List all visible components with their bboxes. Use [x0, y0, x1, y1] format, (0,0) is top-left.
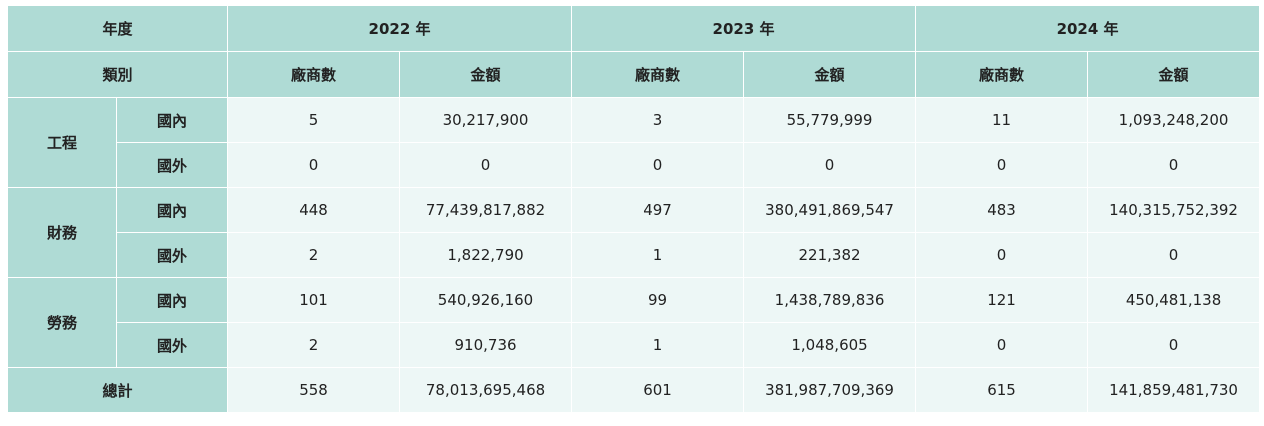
vendor-count-cell: 0 — [915, 322, 1089, 368]
vendor-count-cell: 101 — [227, 277, 401, 323]
vendor-count-cell: 448 — [227, 187, 401, 233]
year-2023-header: 2023 年 — [571, 5, 917, 52]
amount-cell: 0 — [1087, 322, 1261, 368]
total-amount-cell: 381,987,709,369 — [743, 367, 917, 413]
vendor-count-cell: 121 — [915, 277, 1089, 323]
region-label: 國外 — [115, 322, 229, 368]
vendor-count-header: 廠商數 — [571, 51, 745, 98]
region-label: 國外 — [115, 232, 229, 278]
vendor-count-cell: 1 — [571, 232, 745, 278]
amount-cell: 0 — [743, 142, 917, 188]
group-label: 財務 — [7, 187, 117, 278]
amount-cell: 1,093,248,200 — [1087, 97, 1261, 143]
amount-cell: 30,217,900 — [399, 97, 573, 143]
amount-cell: 0 — [1087, 142, 1261, 188]
amount-cell: 221,382 — [743, 232, 917, 278]
category-header-row: 類別 廠商數 金額 廠商數 金額 廠商數 金額 — [6, 51, 1261, 98]
amount-header: 金額 — [1087, 51, 1261, 98]
amount-cell: 140,315,752,392 — [1087, 187, 1261, 233]
vendor-count-header: 廠商數 — [227, 51, 401, 98]
year-label-header: 年度 — [6, 5, 229, 52]
amount-cell: 380,491,869,547 — [743, 187, 917, 233]
total-label: 總計 — [6, 367, 229, 413]
procurement-stats-table: 年度 2022 年 2023 年 2024 年 類別 廠商數 金額 廠商數 金額… — [6, 5, 1261, 413]
vendor-count-cell: 1 — [571, 322, 745, 368]
vendor-count-cell: 497 — [571, 187, 745, 233]
vendor-count-cell: 483 — [915, 187, 1089, 233]
vendor-count-cell: 0 — [915, 142, 1089, 188]
year-2024-header: 2024 年 — [915, 5, 1261, 52]
total-vendor-count-cell: 601 — [571, 367, 745, 413]
amount-cell: 77,439,817,882 — [399, 187, 573, 233]
total-vendor-count-cell: 558 — [227, 367, 401, 413]
vendor-count-cell: 0 — [571, 142, 745, 188]
table-row: 財務 國內 448 77,439,817,882 497 380,491,869… — [7, 187, 1261, 278]
total-vendor-count-cell: 615 — [915, 367, 1089, 413]
amount-header: 金額 — [743, 51, 917, 98]
amount-cell: 0 — [1087, 232, 1261, 278]
total-row: 總計 558 78,013,695,468 601 381,987,709,36… — [6, 367, 1261, 413]
procurement-table-container: 年度 2022 年 2023 年 2024 年 類別 廠商數 金額 廠商數 金額… — [6, 5, 1261, 415]
amount-cell: 0 — [399, 142, 573, 188]
vendor-count-cell: 2 — [227, 232, 401, 278]
vendor-count-cell: 99 — [571, 277, 745, 323]
amount-cell: 1,048,605 — [743, 322, 917, 368]
table-row: 勞務 國內 101 540,926,160 99 1,438,789,836 1… — [7, 277, 1261, 368]
amount-cell: 1,438,789,836 — [743, 277, 917, 323]
vendor-count-cell: 2 — [227, 322, 401, 368]
region-label: 國內 — [115, 277, 229, 323]
amount-cell: 450,481,138 — [1087, 277, 1261, 323]
group-label: 勞務 — [7, 277, 117, 368]
vendor-count-cell: 11 — [915, 97, 1089, 143]
amount-cell: 910,736 — [399, 322, 573, 368]
vendor-count-cell: 5 — [227, 97, 401, 143]
total-amount-cell: 141,859,481,730 — [1087, 367, 1261, 413]
table-row: 國外 2 910,736 1 1,048,605 0 0 — [8, 322, 1261, 368]
vendor-count-cell: 0 — [915, 232, 1089, 278]
amount-header: 金額 — [399, 51, 573, 98]
year-2022-header: 2022 年 — [227, 5, 573, 52]
table-row: 國外 0 0 0 0 0 0 — [8, 142, 1261, 188]
table-row: 國外 2 1,822,790 1 221,382 0 0 — [8, 232, 1261, 278]
region-label: 國內 — [115, 187, 229, 233]
amount-cell: 55,779,999 — [743, 97, 917, 143]
region-label: 國內 — [115, 97, 229, 143]
amount-cell: 1,822,790 — [399, 232, 573, 278]
table-row: 工程 國內 5 30,217,900 3 55,779,999 11 1,093… — [7, 97, 1261, 188]
total-amount-cell: 78,013,695,468 — [399, 367, 573, 413]
vendor-count-cell: 3 — [571, 97, 745, 143]
group-label: 工程 — [7, 97, 117, 188]
region-label: 國外 — [115, 142, 229, 188]
vendor-count-cell: 0 — [227, 142, 401, 188]
year-header-row: 年度 2022 年 2023 年 2024 年 — [6, 5, 1261, 52]
amount-cell: 540,926,160 — [399, 277, 573, 323]
category-label-header: 類別 — [6, 51, 229, 98]
vendor-count-header: 廠商數 — [915, 51, 1089, 98]
